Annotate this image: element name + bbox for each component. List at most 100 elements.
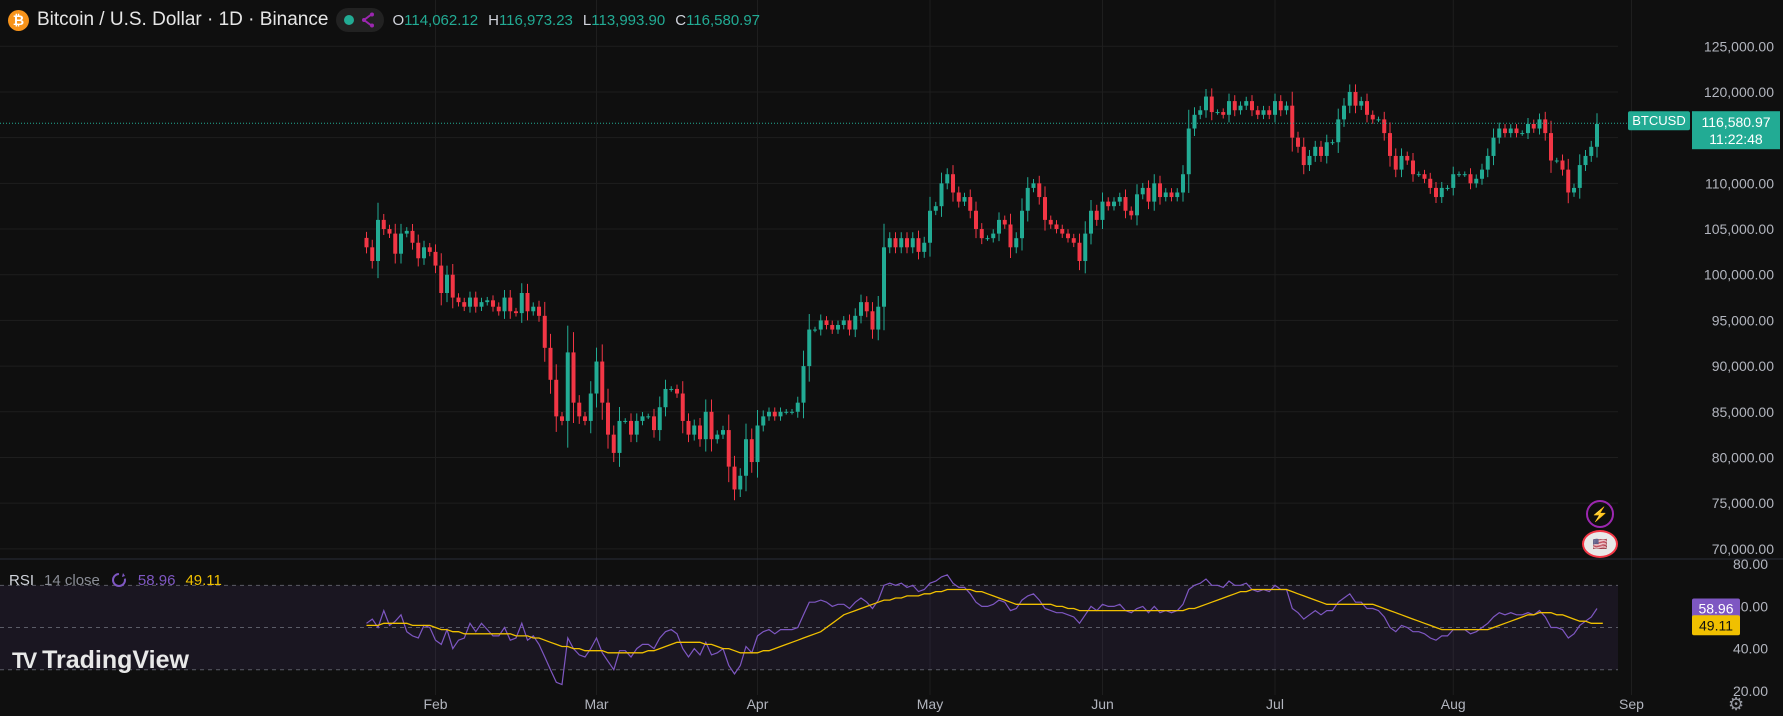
ohlc-readout: O114,062.12 H116,973.23 L113,993.90 C116… <box>392 12 760 29</box>
ohlc-close: C116,580.97 <box>675 11 761 29</box>
candle-down <box>410 230 415 243</box>
market-open-dot <box>344 15 355 25</box>
candle-down <box>450 274 455 298</box>
candle-down <box>905 238 909 248</box>
candle-up <box>962 197 967 202</box>
candle-up <box>1359 101 1364 106</box>
candle-up <box>738 475 743 490</box>
time-axis-label: Jul <box>1266 696 1284 712</box>
candle-up <box>1261 110 1266 115</box>
candle-down <box>1503 128 1507 134</box>
candle-down <box>1123 197 1128 211</box>
candle-down <box>370 247 375 262</box>
candle-up <box>1347 91 1352 106</box>
candle-down <box>726 430 731 467</box>
rsi-line <box>366 574 1598 686</box>
candle-up <box>1083 233 1088 262</box>
candle-up <box>1439 187 1444 198</box>
candle-up <box>1020 210 1024 239</box>
candle-down <box>1411 160 1415 175</box>
candle-up <box>1135 194 1139 216</box>
candle-up <box>922 242 927 252</box>
rsi-ma-line <box>366 588 1603 654</box>
candle-down <box>956 192 961 202</box>
candle-down <box>1255 110 1260 115</box>
candle-down <box>1106 201 1111 207</box>
candle-up <box>669 388 674 390</box>
candle-up <box>1112 201 1116 207</box>
share-icon[interactable] <box>360 12 376 28</box>
candle-up <box>945 174 950 184</box>
candle-down <box>416 242 421 259</box>
time-axis-label: May <box>917 696 943 712</box>
candle-up <box>1480 169 1484 179</box>
candle-up <box>1175 192 1180 198</box>
candle-up <box>784 411 789 413</box>
tradingview-logo[interactable]: TV TradingView <box>12 646 189 675</box>
price-axis-label: 110,000.00 <box>1705 175 1774 191</box>
candle-down <box>824 320 829 325</box>
candle-up <box>997 219 1001 234</box>
candle-down <box>1393 155 1398 170</box>
settings-gear-icon[interactable]: ⚙ <box>1728 694 1745 714</box>
lightning-icon[interactable]: ⚡ <box>1586 500 1614 528</box>
candle-up <box>715 434 720 440</box>
candle-up <box>1462 174 1467 176</box>
candle-up <box>882 247 886 307</box>
candle-up <box>502 297 507 312</box>
symbol-title[interactable]: Bitcoin / U.S. Dollar · 1D · Binance <box>37 9 329 30</box>
candle-up <box>1491 137 1496 156</box>
candle-up <box>876 306 881 330</box>
candle-up <box>1313 146 1318 156</box>
refresh-icon[interactable] <box>110 571 128 589</box>
candle-down <box>1002 219 1007 225</box>
candle-down <box>652 416 656 431</box>
rsi-name: RSI <box>9 571 35 589</box>
candle-down <box>968 197 973 211</box>
candle-up <box>1485 155 1490 170</box>
candle-up <box>1163 192 1168 198</box>
price-axis-label: 125,000.00 <box>1704 38 1774 54</box>
symbol-tag-bg <box>1628 111 1690 131</box>
candle-up <box>623 420 628 422</box>
candle-up <box>1399 155 1404 170</box>
candle-up <box>588 393 593 421</box>
rsi-axis-label: 80.00 <box>1733 556 1768 572</box>
candle-down <box>1043 197 1047 220</box>
candle-down <box>542 315 547 348</box>
candle-down <box>1428 178 1433 188</box>
candle-down <box>1129 210 1134 216</box>
candle-down <box>364 237 369 248</box>
candle-down <box>830 324 835 330</box>
candle-down <box>525 293 530 312</box>
candle-down <box>611 434 616 453</box>
candle-down <box>1422 174 1427 179</box>
candle-up <box>663 388 668 408</box>
price-axis-label: 120,000.00 <box>1704 84 1774 100</box>
candle-up <box>479 302 484 307</box>
candle-down <box>1560 160 1565 170</box>
rsi-ma-value-legend: 49.11 <box>185 571 222 589</box>
candle-up <box>991 233 996 239</box>
candle-down <box>1232 101 1237 111</box>
bitcoin-icon[interactable]: ₿ <box>8 9 29 31</box>
candle-down <box>732 466 737 490</box>
candle-down <box>381 219 386 230</box>
us-flag-icon[interactable]: 🇺🇸 <box>1582 530 1618 558</box>
market-status-badge[interactable] <box>336 8 385 32</box>
candle-down <box>1353 91 1358 106</box>
candle-up <box>1215 112 1220 114</box>
candle-down <box>1319 146 1323 156</box>
candle-up <box>485 300 490 303</box>
candle-down <box>1382 119 1387 134</box>
candle-up <box>1508 128 1513 134</box>
candle-up <box>404 230 409 234</box>
rsi-legend[interactable]: RSI 14 close 58.96 49.11 <box>9 571 222 589</box>
candle-up <box>1474 178 1479 184</box>
candle-up <box>1572 187 1576 193</box>
candle-down <box>508 297 513 312</box>
candle-down <box>1549 133 1553 161</box>
candle-down <box>1169 192 1174 198</box>
candle-up <box>1284 105 1289 111</box>
